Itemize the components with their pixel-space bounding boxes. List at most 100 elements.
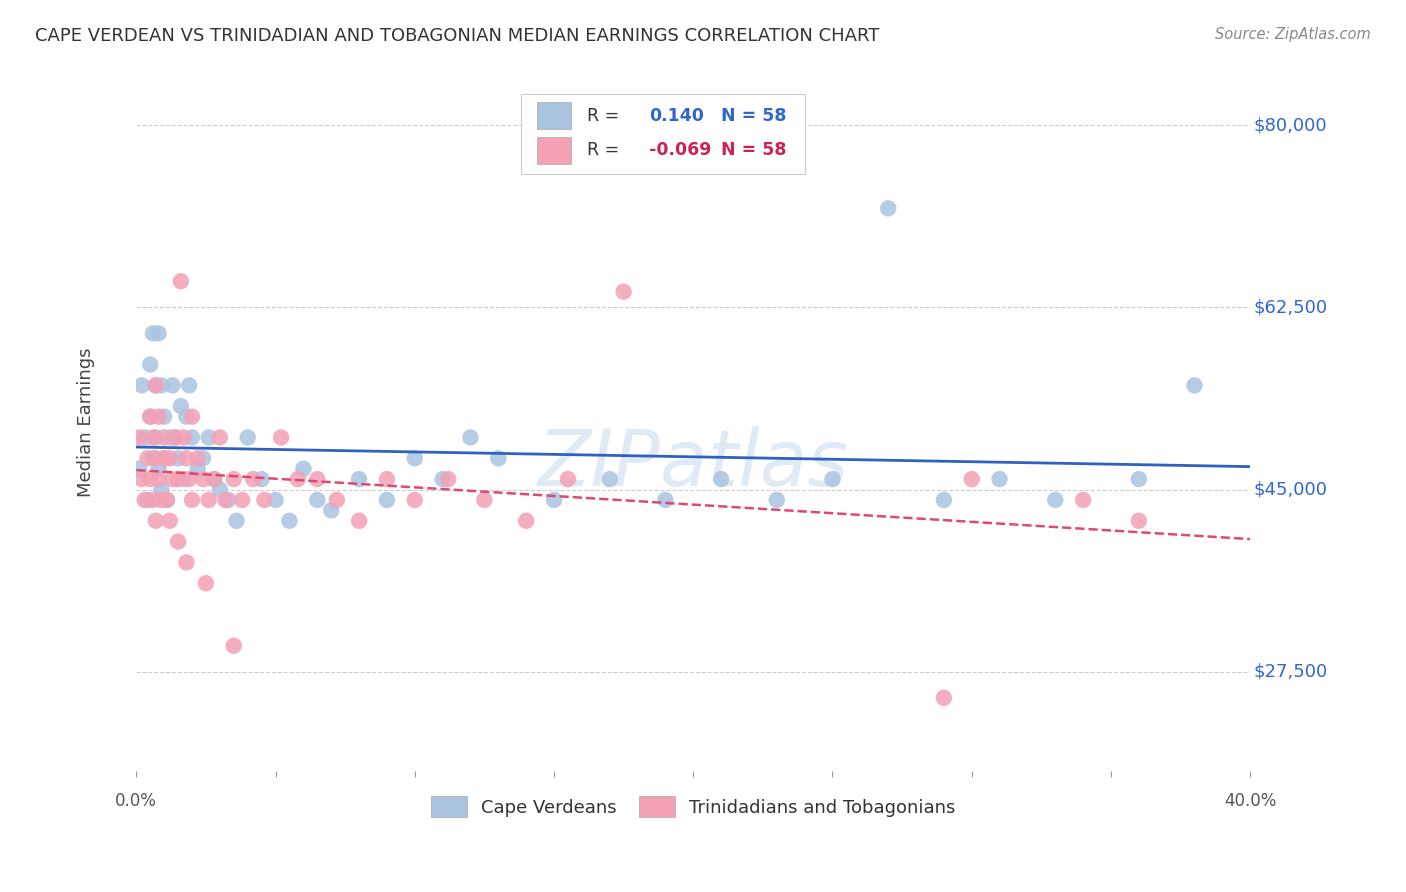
Point xyxy=(153,409,176,424)
Text: R =: R = xyxy=(588,106,620,125)
Point xyxy=(142,492,165,507)
Point xyxy=(236,430,259,444)
Text: N = 58: N = 58 xyxy=(721,106,786,125)
Point xyxy=(139,472,162,486)
Point xyxy=(932,690,955,705)
Point xyxy=(214,492,236,507)
Point xyxy=(167,451,190,466)
Point xyxy=(197,430,219,444)
Point xyxy=(134,492,156,507)
Point xyxy=(176,556,198,570)
Point xyxy=(187,461,209,475)
Text: $62,500: $62,500 xyxy=(1254,298,1327,317)
Point xyxy=(150,483,173,497)
Text: R =: R = xyxy=(588,142,620,160)
Point xyxy=(181,492,204,507)
Point xyxy=(145,430,167,444)
Point xyxy=(278,514,301,528)
Point xyxy=(153,430,176,444)
Point xyxy=(242,472,264,486)
Point xyxy=(153,451,176,466)
Point xyxy=(131,378,153,392)
Point xyxy=(486,451,509,466)
Point xyxy=(148,461,170,475)
Point xyxy=(404,492,426,507)
Point xyxy=(292,461,315,475)
FancyBboxPatch shape xyxy=(520,94,804,174)
Point xyxy=(156,492,179,507)
Point xyxy=(179,378,201,392)
Point xyxy=(988,472,1011,486)
Point xyxy=(250,472,273,486)
Point xyxy=(170,274,193,288)
Text: $80,000: $80,000 xyxy=(1254,116,1327,134)
Point xyxy=(150,492,173,507)
Point xyxy=(159,514,181,528)
Text: $27,500: $27,500 xyxy=(1254,663,1327,681)
Point xyxy=(197,492,219,507)
Point xyxy=(326,492,349,507)
Point xyxy=(1045,492,1067,507)
Point xyxy=(145,451,167,466)
Point xyxy=(194,576,217,591)
Point xyxy=(128,461,150,475)
Text: 0.0%: 0.0% xyxy=(115,791,157,810)
Point xyxy=(145,514,167,528)
Point xyxy=(181,430,204,444)
Point xyxy=(202,472,225,486)
Text: CAPE VERDEAN VS TRINIDADIAN AND TOBAGONIAN MEDIAN EARNINGS CORRELATION CHART: CAPE VERDEAN VS TRINIDADIAN AND TOBAGONI… xyxy=(35,27,880,45)
Point xyxy=(375,492,398,507)
Point xyxy=(932,492,955,507)
Point xyxy=(191,472,214,486)
Point xyxy=(162,472,184,486)
Point xyxy=(139,409,162,424)
Text: N = 58: N = 58 xyxy=(721,142,786,160)
Point xyxy=(191,451,214,466)
Point xyxy=(543,492,565,507)
Point xyxy=(270,430,292,444)
Point xyxy=(307,492,329,507)
Point xyxy=(460,430,482,444)
Point xyxy=(1128,472,1150,486)
Point xyxy=(142,326,165,341)
Point xyxy=(1071,492,1094,507)
Point xyxy=(208,483,231,497)
Point xyxy=(208,430,231,444)
Point xyxy=(136,492,159,507)
Point xyxy=(139,409,162,424)
Point xyxy=(231,492,253,507)
Point xyxy=(139,358,162,372)
Point xyxy=(599,472,621,486)
Point xyxy=(613,285,636,299)
Point xyxy=(187,451,209,466)
Point xyxy=(173,430,195,444)
Point xyxy=(170,399,193,413)
Point xyxy=(202,472,225,486)
Point xyxy=(404,451,426,466)
Point xyxy=(877,202,900,216)
Point xyxy=(167,472,190,486)
Bar xyxy=(537,137,571,164)
Point xyxy=(148,472,170,486)
Text: 0.140: 0.140 xyxy=(648,106,703,125)
Point xyxy=(654,492,676,507)
Point xyxy=(253,492,276,507)
Point xyxy=(432,472,454,486)
Point xyxy=(153,451,176,466)
Text: $45,000: $45,000 xyxy=(1254,481,1327,499)
Legend: Cape Verdeans, Trinidadians and Tobagonians: Cape Verdeans, Trinidadians and Tobagoni… xyxy=(423,789,963,824)
Point xyxy=(148,326,170,341)
Point xyxy=(375,472,398,486)
Point xyxy=(515,514,537,528)
Point xyxy=(960,472,983,486)
Point xyxy=(287,472,309,486)
Point xyxy=(1184,378,1206,392)
Point xyxy=(148,409,170,424)
Point xyxy=(134,430,156,444)
Text: Median Earnings: Median Earnings xyxy=(77,347,96,497)
Point xyxy=(150,378,173,392)
Point xyxy=(159,451,181,466)
Point xyxy=(437,472,460,486)
Point xyxy=(128,430,150,444)
Point xyxy=(1128,514,1150,528)
